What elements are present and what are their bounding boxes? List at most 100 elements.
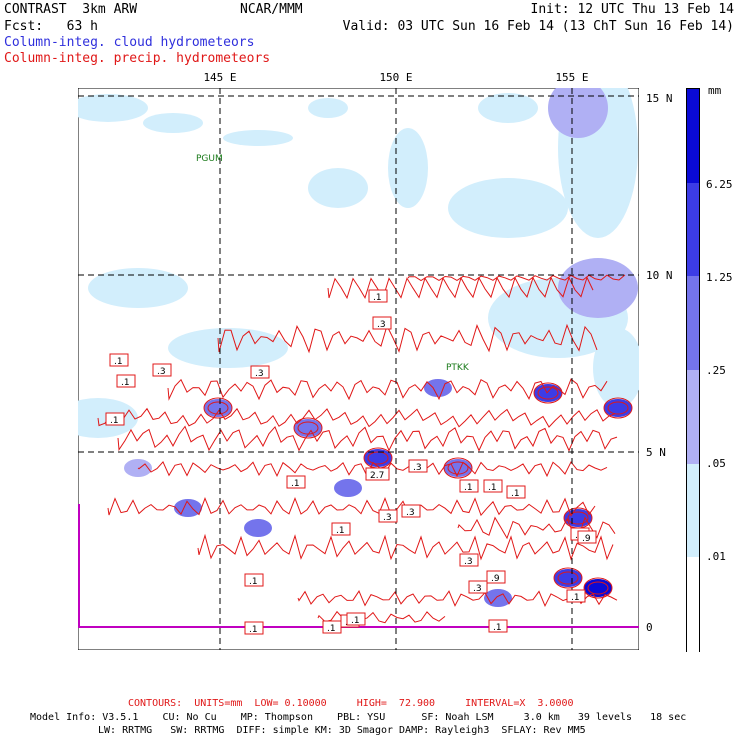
- precip-core: [174, 499, 202, 517]
- colorbar-segment: [687, 463, 699, 559]
- svg-text:.3: .3: [377, 320, 386, 330]
- precip-contour: [327, 276, 594, 300]
- contour-label: .1: [488, 619, 508, 633]
- contour-label: .3: [372, 316, 392, 330]
- cloud-region: [558, 258, 638, 318]
- precip-contour: [457, 516, 616, 540]
- precip-contour: [607, 401, 629, 415]
- cloud-region: [223, 130, 293, 146]
- contour-label: .1: [244, 573, 264, 587]
- init-time: Init: 12 UTC Thu 13 Feb 14: [530, 2, 735, 17]
- contour-label: .9: [577, 530, 597, 544]
- cloud-region: [308, 168, 368, 208]
- contour-label: .3: [468, 580, 488, 594]
- precip-contour: [203, 397, 233, 419]
- colorbar-label-0.05: .05: [706, 457, 726, 470]
- colorbar-segment: [687, 182, 699, 278]
- precip-contour: [297, 590, 618, 607]
- precip-contour: [97, 407, 616, 428]
- cloud-region: [168, 328, 288, 368]
- forecast-hour: Fcst: 63 h: [4, 19, 98, 34]
- lon-label-155: 155 E: [555, 71, 589, 84]
- precip-contour: [217, 323, 598, 354]
- svg-text:.1: .1: [121, 378, 130, 388]
- svg-text:.3: .3: [406, 508, 415, 518]
- precip-contour: [583, 577, 613, 599]
- svg-text:.1: .1: [249, 625, 258, 635]
- contour-label: .3: [408, 459, 428, 473]
- contour-label: .1: [346, 612, 366, 626]
- svg-text:.1: .1: [571, 593, 580, 603]
- precip-core: [334, 479, 362, 497]
- cloud-region: [78, 94, 148, 122]
- svg-text:.1: .1: [327, 624, 336, 634]
- lon-label-145: 145 E: [203, 71, 237, 84]
- contour-label: 2.7: [365, 467, 390, 481]
- colorbar-label-0.25: .25: [706, 364, 726, 377]
- cloud-region: [448, 178, 568, 238]
- precip-contour: [567, 511, 589, 525]
- svg-text:.1: .1: [291, 479, 300, 489]
- precip-contour: [197, 533, 614, 561]
- precip-core: [424, 379, 452, 397]
- lon-label-150: 150 E: [379, 71, 413, 84]
- precip-contour: [297, 421, 319, 435]
- contour-label: .1: [368, 289, 388, 303]
- contour-label: .1: [566, 589, 586, 603]
- svg-text:.1: .1: [110, 416, 119, 426]
- precip-contour: [167, 378, 608, 401]
- lat-label-10n: 10 N: [646, 269, 673, 282]
- lat-label-0: 0: [646, 621, 653, 634]
- colorbar: [686, 88, 700, 652]
- legend-precip: Column-integ. precip. hydrometeors: [4, 51, 271, 66]
- contour-label: .1: [116, 374, 136, 388]
- precip-contour: [557, 571, 579, 585]
- model-info-line2: LW: RRTMG SW: RRTMG DIFF: simple KM: 3D …: [98, 725, 586, 736]
- precip-contour: [603, 397, 633, 419]
- cloud-region: [548, 88, 608, 138]
- colorbar-segment: [687, 89, 699, 184]
- legend-cloud: Column-integ. cloud hydrometeors: [4, 35, 255, 50]
- contour-label: .3: [250, 365, 270, 379]
- svg-text:.1: .1: [351, 616, 360, 626]
- precip-contour: [107, 497, 596, 517]
- precip-contour: [447, 461, 469, 475]
- svg-text:2.7: 2.7: [370, 471, 384, 481]
- model-info-line1: Model Info: V3.5.1 CU: No Cu MP: Thompso…: [30, 712, 687, 723]
- precip-contour: [537, 386, 559, 400]
- precip-contour: [553, 567, 583, 589]
- svg-text:.1: .1: [373, 293, 382, 303]
- svg-text:.1: .1: [464, 483, 473, 493]
- contour-info: CONTOURS: UNITS=mm LOW= 0.10000 HIGH= 72…: [128, 698, 574, 709]
- svg-text:.3: .3: [473, 584, 482, 594]
- cloud-region: [478, 93, 538, 123]
- cloud-region: [308, 98, 348, 118]
- svg-text:.1: .1: [488, 483, 497, 493]
- contour-label: .1: [105, 412, 125, 426]
- cloud-region: [388, 128, 428, 208]
- colorbar-label-6.25: 6.25: [706, 178, 733, 191]
- lat-label-15n: 15 N: [646, 92, 673, 105]
- precip-contour: [117, 425, 618, 452]
- contour-label: .3: [152, 363, 172, 377]
- svg-text:.3: .3: [413, 463, 422, 473]
- contour-label: .1: [322, 620, 342, 634]
- svg-text:.3: .3: [464, 557, 473, 567]
- precip-contour: [317, 610, 446, 624]
- svg-text:.1: .1: [511, 489, 520, 499]
- contour-label: .3: [378, 509, 398, 523]
- cloud-region: [593, 328, 639, 408]
- valid-time: Valid: 03 UTC Sun 16 Feb 14 (13 ChT Sun …: [342, 19, 734, 34]
- contour-label: .1: [286, 475, 306, 489]
- colorbar-segment: [687, 557, 699, 652]
- hydrometeor-fill-layer: [78, 88, 639, 607]
- colorbar-segment: [687, 370, 699, 465]
- precip-core: [244, 519, 272, 537]
- lat-label-5n: 5 N: [646, 446, 666, 459]
- forecast-map: .1 .3 .3 .1 .1 .1 .3 .1 .3 .1 .1 .1 .3 .3 2.7 .1 .3 .1 .1.…: [78, 88, 639, 650]
- svg-text:.1: .1: [114, 357, 123, 367]
- contour-label: .1: [483, 479, 503, 493]
- contour-label: .1: [109, 353, 129, 367]
- station-pgum: PGUM: [196, 154, 223, 164]
- contour-label: .9: [486, 570, 506, 584]
